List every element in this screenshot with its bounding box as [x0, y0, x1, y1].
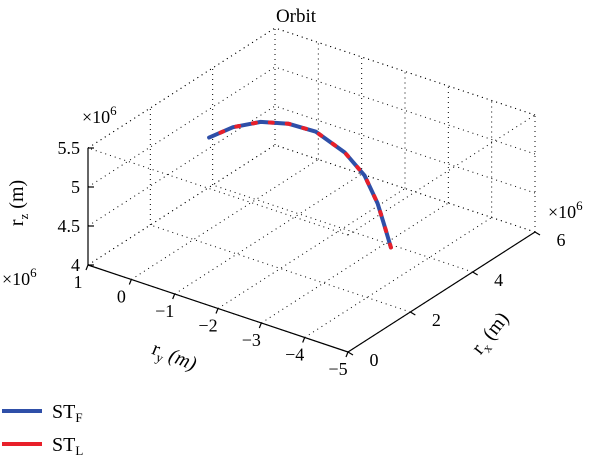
grid-line [87, 147, 349, 236]
grid-line [274, 66, 536, 155]
grid-line [150, 224, 411, 313]
x-tick-label: 2 [432, 310, 441, 330]
chart-title: Orbit [276, 6, 317, 27]
grid-line [87, 27, 276, 149]
grid-line [261, 202, 449, 324]
grid-line [304, 217, 492, 338]
y-tick-label: −5 [328, 359, 347, 379]
z-tick-label: 4 [71, 255, 80, 275]
series-line-st-l [207, 119, 393, 250]
axes [87, 148, 536, 353]
x-axis-line [347, 231, 536, 353]
grid-line [274, 27, 536, 116]
x-tick-mark [472, 271, 478, 276]
z-multiplier: ×106 [82, 103, 117, 127]
grid-line [274, 144, 536, 233]
grid-line [274, 105, 536, 194]
x-axis-label: rx (m) [467, 308, 516, 360]
y-multiplier-base: ×10 [2, 269, 30, 289]
tick-labels: 0 2 4 6 1 0 −1 −2 −3 −4 −5 4 4.5 5 5.5 [58, 138, 566, 379]
grid-line [87, 27, 276, 149]
z-axis-label: rz (m) [6, 180, 31, 226]
y-tick-mark [172, 293, 176, 300]
grid-line [87, 144, 276, 266]
grid-line [87, 144, 276, 266]
legend-label-st-l: STL [52, 434, 83, 458]
z-tick-label: 5.5 [58, 138, 81, 158]
z-tick-label: 4.5 [58, 216, 81, 236]
y-tick-mark [128, 279, 132, 285]
z-tick-label: 5 [71, 177, 80, 197]
grid-line [212, 184, 473, 273]
y-tick-mark [345, 351, 349, 358]
x-tick-label: 0 [370, 350, 379, 370]
x-multiplier: ×106 [548, 198, 583, 222]
y-tick-label: −3 [242, 330, 261, 350]
legend-label-st-l-sub: L [75, 443, 83, 458]
y-tick-label: 1 [74, 272, 83, 292]
grid-line [217, 188, 406, 309]
y-axis-label-unit: (m) [161, 343, 200, 376]
series-lines [207, 119, 393, 250]
z-axis-label-unit: (m) [6, 180, 28, 214]
series-line-st-f [207, 119, 393, 250]
legend-label-st-f: STF [52, 401, 83, 425]
grid-line [174, 173, 362, 295]
grid-line [131, 159, 319, 280]
y-tick-mark [258, 322, 262, 329]
y-tick-mark [215, 308, 219, 314]
z-axis-label-sub: z [16, 214, 31, 220]
y-tick-label: −2 [198, 316, 217, 336]
legend-label-st-l-main: ST [52, 434, 75, 456]
z-multiplier-exponent: 6 [110, 103, 117, 118]
y-tick-label: −4 [285, 345, 304, 365]
y-tick-label: 0 [117, 287, 126, 307]
y-multiplier: ×106 [2, 265, 37, 289]
x-tick-mark [410, 311, 416, 316]
x-tick-mark [534, 231, 541, 236]
grid-line [347, 114, 536, 236]
x-tick-label: 6 [557, 230, 566, 250]
x-multiplier-base: ×10 [548, 202, 576, 222]
x-multiplier-exponent: 6 [576, 198, 583, 213]
z-axis-label-main: r [6, 219, 28, 226]
x-tick-label: 4 [494, 270, 503, 290]
legend-label-st-f-main: ST [52, 401, 75, 423]
y-tick-label: −1 [155, 301, 174, 321]
z-multiplier-base: ×10 [82, 107, 110, 127]
grid-line [87, 66, 276, 188]
y-tick-mark [302, 337, 306, 343]
grid-line [274, 27, 536, 116]
legend-label-st-f-sub: F [75, 410, 82, 425]
legend: STF STL [2, 401, 83, 458]
x-tick-mark [347, 351, 354, 356]
y-multiplier-exponent: 6 [30, 265, 37, 280]
y-tick-mark [85, 264, 89, 271]
y-axis-label: ry (m) [148, 338, 200, 379]
